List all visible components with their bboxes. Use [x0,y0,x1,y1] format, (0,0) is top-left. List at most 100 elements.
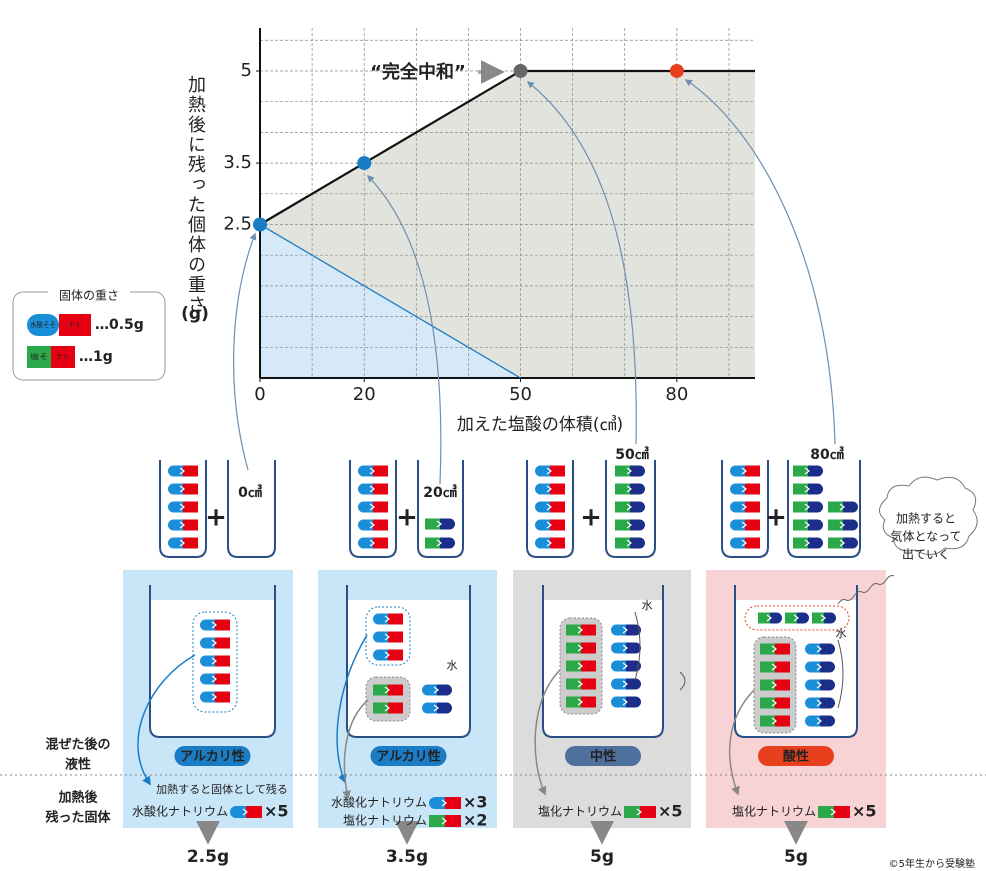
chip-right [820,643,830,655]
chip-left [810,697,820,709]
chip-notch [179,485,185,493]
chip-left [173,537,183,549]
chip-left [425,537,440,549]
chip-right [388,702,403,714]
chip-right [745,501,760,513]
chip-notch [211,639,217,647]
chip-right [246,806,262,818]
chip-right [550,519,565,531]
chip-right [183,465,198,477]
chip-right [215,673,230,685]
chip-right [373,519,388,531]
chip [429,815,461,827]
chip-notch [804,521,810,529]
chip-notch [211,621,217,629]
chip-notch [546,503,552,511]
chip-notch [741,503,747,511]
x-tick-label: 50 [509,384,532,405]
legend-chip-left [27,346,51,368]
plus: + [580,503,602,533]
bracket [634,611,641,681]
chip-right [215,655,230,667]
residue-name: 塩化ナトリウム [538,804,622,819]
liquid-label: 中性 [590,749,616,765]
chip-left [758,612,770,624]
chip-right [550,483,565,495]
chip-right [373,537,388,549]
chip-right [843,501,853,513]
chip-left [793,483,808,495]
bracket [679,671,686,691]
chip [358,519,388,531]
chip-notch [741,467,747,475]
chip-notch [626,539,632,547]
chip-left [173,519,183,531]
chip-left [760,697,775,709]
chip [615,519,645,531]
beaker [542,585,664,738]
liquid-tag [758,746,834,766]
chip-right [843,537,853,549]
chip-right [215,619,230,631]
chip-left [378,613,388,625]
chip [818,806,850,818]
chip-notch [816,717,822,725]
legend-chip-text: 水酸そそ [30,320,56,329]
chip-right [843,519,853,531]
chip [760,661,790,673]
chip [200,673,230,685]
chip-notch [816,699,822,707]
chip-notch [741,485,747,493]
arrow [534,669,561,796]
chip-left [828,519,843,531]
link-arrow [233,232,257,471]
legend-chip-text: ナト [56,353,70,361]
chip-notch [626,503,632,511]
chip-right [808,465,818,477]
chip-right [581,642,596,654]
chip-left [205,655,215,667]
chip-left [373,684,388,696]
chip-notch [577,698,583,706]
chip [535,465,565,477]
chip-left [363,465,373,477]
volume-label: 80㎤ [810,446,843,463]
chip [805,661,835,673]
weight: 2.5g [187,847,229,867]
chip [168,501,198,513]
chip [615,501,645,513]
chip-right [437,684,447,696]
beaker [227,460,276,558]
chip-left [540,501,550,513]
water-label: 水 [447,659,458,672]
chip-right [808,519,818,531]
weight: 5g [590,847,614,867]
chip-right [183,483,198,495]
legend-label: …0.5g [95,317,144,333]
chip-right [820,661,830,673]
plus: + [396,503,418,533]
chip-right [808,501,818,513]
chip [566,624,596,636]
credit: ©5年生から受験塾 [889,857,975,870]
chip-left [173,501,183,513]
chip [168,465,198,477]
chip-left [566,678,581,690]
liquid-tag [370,746,447,766]
chip-right [550,465,565,477]
chip-right [630,537,640,549]
chip-notch [793,614,799,622]
point [253,217,267,232]
chip-right [640,806,656,818]
chip [535,501,565,513]
chip-left [615,537,630,549]
chip-left [793,465,808,477]
note: 加熱すると固体として残る [156,782,288,796]
residue-name: 塩化ナトリウム [343,813,427,828]
liquid-label: アルカリ性 [376,749,440,765]
chip-notch [816,681,822,689]
volume-label: 0㎤ [238,484,262,501]
chip [793,519,823,531]
chip [760,697,790,709]
